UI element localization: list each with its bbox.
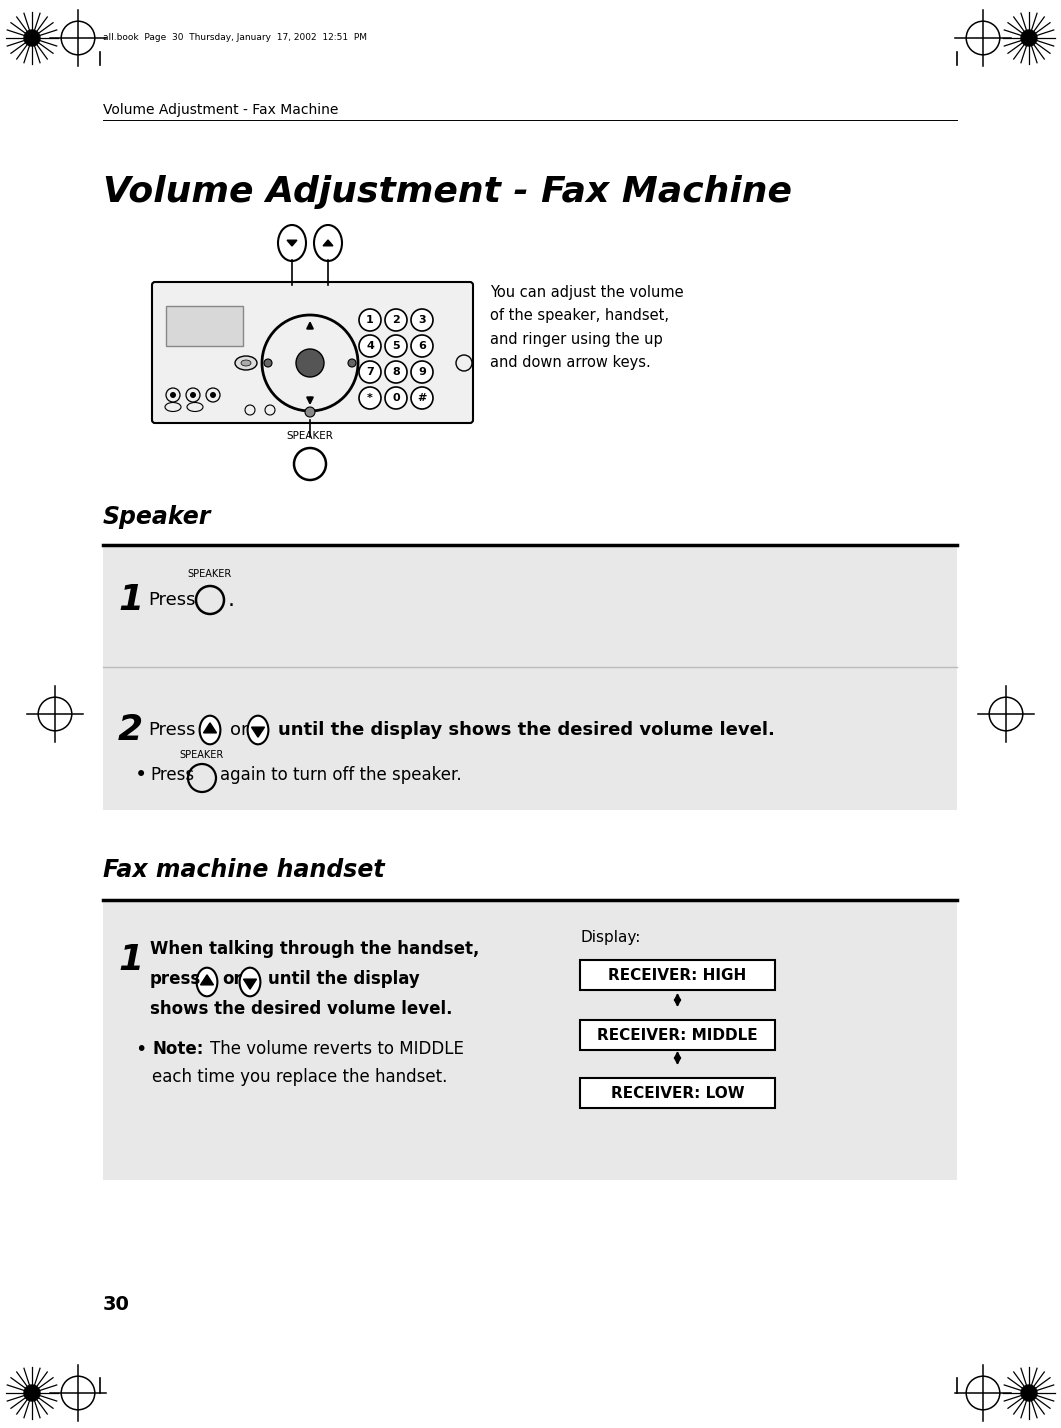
- Text: Volume Adjustment - Fax Machine: Volume Adjustment - Fax Machine: [103, 176, 792, 208]
- Text: .: .: [228, 590, 234, 610]
- Text: 1: 1: [366, 316, 373, 326]
- Text: Display:: Display:: [580, 930, 641, 945]
- Text: SPEAKER: SPEAKER: [286, 431, 333, 441]
- Text: 3: 3: [418, 316, 425, 326]
- Text: 5: 5: [393, 341, 400, 351]
- Text: You can adjust the volume
of the speaker, handset,
and ringer using the up
and d: You can adjust the volume of the speaker…: [490, 286, 683, 370]
- Circle shape: [1021, 1385, 1037, 1401]
- Polygon shape: [288, 240, 297, 246]
- Circle shape: [385, 387, 407, 408]
- Ellipse shape: [247, 715, 268, 744]
- Text: RECEIVER: MIDDLE: RECEIVER: MIDDLE: [597, 1028, 758, 1042]
- Text: 4: 4: [366, 341, 373, 351]
- Polygon shape: [201, 975, 213, 985]
- Text: or: or: [230, 721, 248, 740]
- Text: until the display shows the desired volume level.: until the display shows the desired volu…: [278, 721, 775, 740]
- Text: •: •: [135, 765, 147, 785]
- FancyBboxPatch shape: [103, 545, 957, 810]
- Text: RECEIVER: HIGH: RECEIVER: HIGH: [608, 968, 747, 982]
- Text: Press: Press: [150, 765, 194, 784]
- Circle shape: [385, 361, 407, 383]
- Circle shape: [411, 336, 433, 357]
- Text: again to turn off the speaker.: again to turn off the speaker.: [220, 765, 462, 784]
- Ellipse shape: [199, 715, 221, 744]
- Circle shape: [296, 348, 324, 377]
- Text: Volume Adjustment - Fax Machine: Volume Adjustment - Fax Machine: [103, 103, 338, 117]
- Circle shape: [24, 30, 40, 46]
- Text: until the display: until the display: [268, 970, 420, 988]
- Polygon shape: [324, 240, 333, 246]
- Circle shape: [411, 387, 433, 408]
- Text: SPEAKER: SPEAKER: [180, 750, 224, 760]
- Circle shape: [348, 358, 356, 367]
- Polygon shape: [244, 980, 257, 990]
- Text: Press: Press: [147, 591, 195, 608]
- Polygon shape: [251, 727, 264, 737]
- FancyBboxPatch shape: [580, 1020, 775, 1050]
- Text: 1: 1: [118, 942, 143, 977]
- Text: each time you replace the handset.: each time you replace the handset.: [152, 1068, 448, 1087]
- Circle shape: [170, 393, 176, 398]
- Text: *: *: [367, 393, 372, 403]
- Text: or: or: [222, 970, 242, 988]
- Text: When talking through the handset,: When talking through the handset,: [150, 940, 480, 958]
- Text: 2: 2: [118, 713, 143, 747]
- Text: RECEIVER: LOW: RECEIVER: LOW: [611, 1085, 745, 1101]
- Text: #: #: [417, 393, 427, 403]
- Text: 1: 1: [118, 583, 143, 617]
- Text: press: press: [150, 970, 202, 988]
- Text: SPEAKER: SPEAKER: [188, 568, 232, 578]
- Text: shows the desired volume level.: shows the desired volume level.: [150, 1000, 452, 1018]
- Circle shape: [359, 308, 381, 331]
- Ellipse shape: [240, 968, 260, 997]
- Circle shape: [24, 1385, 40, 1401]
- Text: 30: 30: [103, 1295, 129, 1314]
- Circle shape: [359, 336, 381, 357]
- Text: 0: 0: [393, 393, 400, 403]
- Ellipse shape: [278, 226, 306, 261]
- Ellipse shape: [314, 226, 342, 261]
- Text: •: •: [135, 1040, 146, 1060]
- Circle shape: [385, 308, 407, 331]
- Ellipse shape: [234, 356, 257, 370]
- Text: The volume reverts to MIDDLE: The volume reverts to MIDDLE: [210, 1040, 464, 1058]
- Text: Speaker: Speaker: [103, 506, 211, 528]
- Text: 8: 8: [393, 367, 400, 377]
- Text: Note:: Note:: [152, 1040, 204, 1058]
- Text: 7: 7: [366, 367, 373, 377]
- Text: Press: Press: [147, 721, 195, 740]
- Circle shape: [411, 361, 433, 383]
- Circle shape: [264, 358, 272, 367]
- FancyBboxPatch shape: [580, 960, 775, 990]
- Polygon shape: [204, 723, 216, 733]
- Circle shape: [385, 336, 407, 357]
- FancyBboxPatch shape: [166, 306, 243, 346]
- Circle shape: [359, 361, 381, 383]
- Circle shape: [305, 407, 315, 417]
- FancyBboxPatch shape: [580, 1078, 775, 1108]
- Ellipse shape: [241, 360, 251, 366]
- FancyBboxPatch shape: [152, 281, 473, 423]
- Circle shape: [359, 387, 381, 408]
- Ellipse shape: [196, 968, 218, 997]
- Text: 6: 6: [418, 341, 425, 351]
- Text: 2: 2: [393, 316, 400, 326]
- Circle shape: [1021, 30, 1037, 46]
- Text: 9: 9: [418, 367, 425, 377]
- Text: all.book  Page  30  Thursday, January  17, 2002  12:51  PM: all.book Page 30 Thursday, January 17, 2…: [103, 33, 367, 43]
- FancyBboxPatch shape: [103, 900, 957, 1180]
- Circle shape: [210, 393, 216, 398]
- Circle shape: [411, 308, 433, 331]
- Text: Fax machine handset: Fax machine handset: [103, 858, 385, 883]
- Circle shape: [190, 393, 196, 398]
